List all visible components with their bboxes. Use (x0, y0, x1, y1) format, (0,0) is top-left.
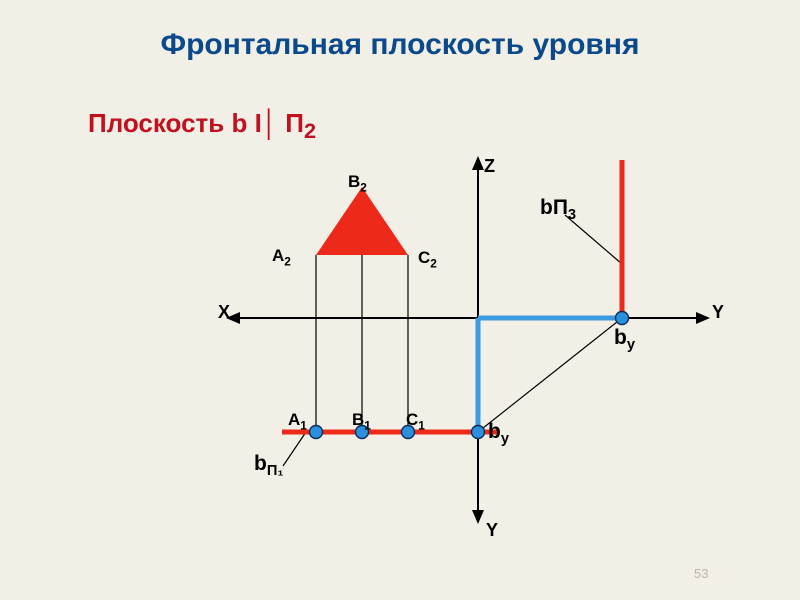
label-bP1: bП₁ (254, 452, 283, 479)
label-bP3: bП3 (540, 196, 576, 223)
label-A1: А1 (288, 410, 307, 432)
label-B2: В2 (348, 172, 367, 194)
label-Z: Z (484, 156, 495, 177)
label-C1: С1 (406, 410, 425, 432)
label-C2: С2 (418, 248, 437, 270)
diagram-canvas (0, 0, 800, 600)
label-by2: by (614, 326, 635, 353)
label-X: X (218, 302, 230, 323)
label-Yb: Y (486, 520, 498, 541)
page-number: 53 (694, 566, 708, 581)
label-A2: A2 (272, 246, 291, 268)
label-Yr: Y (712, 302, 724, 323)
label-B1: В1 (352, 410, 371, 432)
label-by1: by (488, 420, 509, 447)
